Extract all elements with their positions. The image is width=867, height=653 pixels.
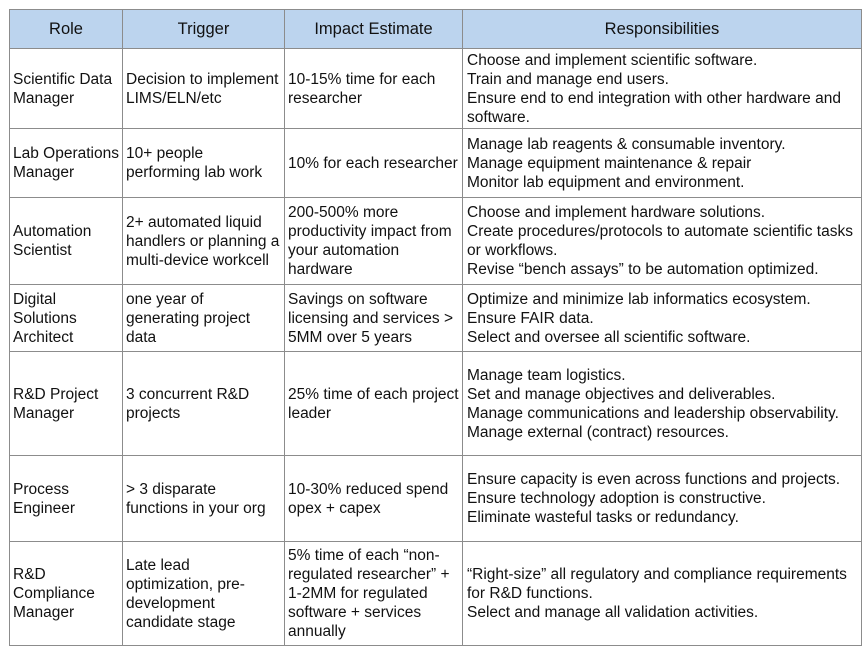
role-cell: Digital Solutions Architect <box>9 284 123 352</box>
role-cell: Lab Operations Manager <box>9 128 123 198</box>
responsibilities-cell: “Right-size” all regulatory and complian… <box>462 541 862 646</box>
responsibility-item: Set and manage objectives and deliverabl… <box>467 385 776 403</box>
impact-cell: 200-500% more productivity impact from y… <box>284 197 463 285</box>
responsibility-item: Manage communications and leadership obs… <box>467 404 839 422</box>
table-header: Role Trigger Impact Estimate Responsibil… <box>9 9 862 49</box>
header-impact-estimate: Impact Estimate <box>284 9 463 49</box>
responsibility-item: Ensure FAIR data. <box>467 309 594 327</box>
responsibility-item: Manage team logistics. <box>467 366 626 384</box>
trigger-cell: 2+ automated liquid handlers or planning… <box>122 197 285 285</box>
responsibility-item: Choose and implement hardware solutions. <box>467 204 766 221</box>
impact-cell: 25% time of each project leader <box>284 351 463 456</box>
table-row: Digital Solutions Architect one year of g… <box>9 284 862 352</box>
roles-table: Role Trigger Impact Estimate Responsibil… <box>9 9 862 646</box>
impact-cell: 5% time of each “non-regulated researche… <box>284 541 463 646</box>
responsibility-item: Revise “bench assays” to be automation o… <box>467 261 819 278</box>
responsibility-item: Ensure capacity is even across functions… <box>467 471 841 488</box>
table-row: Automation Scientist 2+ automated liquid … <box>9 197 862 285</box>
responsibility-item: Manage external (contract) resources. <box>467 423 729 441</box>
table-row: Process Engineer > 3 disparate functions … <box>9 455 862 542</box>
responsibility-item: Optimize and minimize lab informatics ec… <box>467 290 811 308</box>
responsibility-item: Manage equipment maintenance & repair <box>467 154 752 172</box>
impact-cell: 10-15% time for each researcher <box>284 48 463 129</box>
responsibilities-cell: Choose and implement scientific software… <box>462 48 862 129</box>
responsibility-item: Select and manage all validation activit… <box>467 604 759 621</box>
role-cell: R&D Project Manager <box>9 351 123 456</box>
impact-cell: 10% for each researcher <box>284 128 463 198</box>
role-cell: Scientific Data Manager <box>9 48 123 129</box>
table-row: Scientific Data Manager Decision to imple… <box>9 48 862 129</box>
trigger-cell: > 3 disparate functions in your org <box>122 455 285 542</box>
trigger-cell: one year of generating project data <box>122 284 285 352</box>
role-cell: Process Engineer <box>9 455 123 542</box>
responsibilities-cell: Choose and implement hardware solutions.… <box>462 197 862 285</box>
responsibility-item: Choose and implement scientific software… <box>467 51 758 69</box>
trigger-cell: Decision to implement LIMS/ELN/etc <box>122 48 285 129</box>
header-trigger: Trigger <box>122 9 285 49</box>
responsibility-item: Train and manage end users. <box>467 70 669 88</box>
role-cell: Automation Scientist <box>9 197 123 285</box>
impact-cell: Savings on software licensing and servic… <box>284 284 463 352</box>
responsibilities-cell: Optimize and minimize lab informatics ec… <box>462 284 862 352</box>
table-row: R&D Project Manager 3 concurrent R&D proj… <box>9 351 862 456</box>
responsibility-item: Eliminate wasteful tasks or redundancy. <box>467 509 739 526</box>
responsibilities-cell: Manage team logistics. Set and manage obj… <box>462 351 862 456</box>
header-row: Role Trigger Impact Estimate Responsibil… <box>9 9 862 49</box>
responsibility-item: Select and oversee all scientific softwa… <box>467 328 751 346</box>
responsibility-item: Manage lab reagents & consumable invento… <box>467 135 786 153</box>
role-cell: R&D Compliance Manager <box>9 541 123 646</box>
table-body: Scientific Data Manager Decision to imple… <box>9 48 862 646</box>
responsibility-item: Ensure technology adoption is constructi… <box>467 490 766 507</box>
table-row: Lab Operations Manager 10+ people perform… <box>9 128 862 198</box>
trigger-cell: Late lead optimization, pre-development … <box>122 541 285 646</box>
impact-cell: 10-30% reduced spend opex + capex <box>284 455 463 542</box>
responsibility-item: Ensure end to end integration with other… <box>467 89 841 126</box>
table-row: R&D Compliance Manager Late lead optimiza… <box>9 541 862 646</box>
header-responsibilities: Responsibilities <box>462 9 862 49</box>
header-role: Role <box>9 9 123 49</box>
responsibilities-cell: Manage lab reagents & consumable invento… <box>462 128 862 198</box>
responsibility-item: Monitor lab equipment and environment. <box>467 173 745 191</box>
trigger-cell: 3 concurrent R&D projects <box>122 351 285 456</box>
responsibility-item: Create procedures/protocols to automate … <box>467 223 853 259</box>
trigger-cell: 10+ people performing lab work <box>122 128 285 198</box>
responsibility-item: “Right-size” all regulatory and complian… <box>467 566 847 602</box>
responsibilities-cell: Ensure capacity is even across functions… <box>462 455 862 542</box>
